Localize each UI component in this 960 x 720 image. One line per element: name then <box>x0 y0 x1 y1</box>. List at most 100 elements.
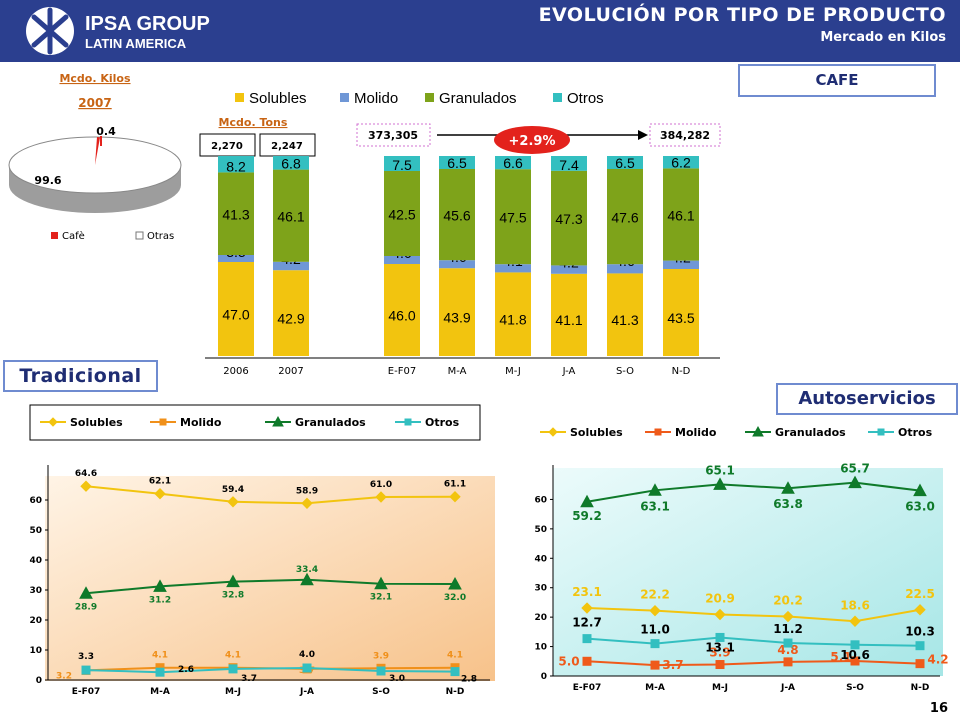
data-label: 3.9 <box>709 646 730 660</box>
stacked-bar-segment <box>551 273 587 356</box>
stacked-bar-label: 47.0 <box>222 307 249 323</box>
data-point <box>227 496 239 508</box>
x-tick-label: E-F07 <box>573 683 602 693</box>
stacked-bar-label: 6.6 <box>503 155 523 171</box>
pie-label-otras: 99.6 <box>34 174 61 187</box>
data-label: 65.1 <box>705 463 735 477</box>
stacked-bar-label: 47.6 <box>611 210 638 226</box>
data-point <box>300 572 314 586</box>
pie-subtitle: 2007 <box>78 96 111 110</box>
tradicional-label: Tradicional <box>3 360 158 392</box>
x-tick-label: M-J <box>225 687 241 697</box>
pie-label-cafe: 0.4 <box>96 125 116 138</box>
data-label: 33.4 <box>296 565 318 575</box>
stacked-bar-label: 7.5 <box>392 157 412 173</box>
stacked-bar-label: 43.9 <box>443 309 470 325</box>
data-label: 2.8 <box>461 675 477 685</box>
y-tick-label: 10 <box>29 646 42 656</box>
stacked-legend-swatch <box>235 93 244 102</box>
data-label: 4.8 <box>777 643 798 657</box>
data-label: 3.9 <box>373 651 389 661</box>
data-label: 59.4 <box>222 485 244 495</box>
data-point <box>650 639 660 649</box>
data-point <box>715 632 725 642</box>
stacked-bar-segment <box>495 272 531 356</box>
data-point <box>81 665 91 675</box>
data-label: 3.3 <box>78 652 94 662</box>
y-tick-label: 60 <box>534 495 547 505</box>
logo-line2: LATIN AMERICA <box>85 36 187 51</box>
data-point <box>375 491 387 503</box>
stacked-category-label: N-D <box>672 366 691 377</box>
growth-label: +2.9% <box>509 134 556 149</box>
data-point <box>448 576 462 590</box>
data-label: 5.1 <box>830 650 851 664</box>
stacked-legend-swatch <box>340 93 349 102</box>
data-label: 13.1 <box>705 640 735 654</box>
stacked-bar-segment <box>273 169 309 262</box>
stacked-bar-segment <box>273 261 309 271</box>
stacked-bar-segment <box>495 156 531 170</box>
data-point <box>782 610 794 623</box>
data-point <box>581 602 593 614</box>
legend-label: Solubles <box>70 416 123 429</box>
growth-arrow-icon <box>638 130 648 140</box>
data-point <box>374 576 388 590</box>
total-nd-label: 384,282 <box>660 129 710 142</box>
data-label: 20.9 <box>705 591 735 605</box>
stacked-bar-label: 7.4 <box>559 157 579 173</box>
data-label: 63.0 <box>905 500 935 514</box>
y-tick-label: 0 <box>541 672 547 682</box>
data-label: 28.9 <box>75 602 97 612</box>
y-tick-label: 30 <box>534 584 547 594</box>
pie-title: Mcdo. Kilos <box>59 72 131 85</box>
stacked-category-label: M-A <box>448 366 467 377</box>
y-tick-label: 30 <box>29 586 42 596</box>
y-tick-label: 20 <box>534 613 547 623</box>
stacked-bar-segment <box>384 256 420 264</box>
stacked-bar-label: 6.8 <box>281 156 301 172</box>
data-point <box>648 483 662 496</box>
stacked-category-label: J-A <box>562 366 576 377</box>
legend-marker <box>752 425 764 437</box>
legend-marker <box>48 417 58 427</box>
page-title: EVOLUCIÓN POR TIPO DE PRODUCTO <box>538 4 946 26</box>
tradicional-plot: 0 10 20 30 40 50 60 E-F07 M-A M-J J-A S-O N-D 64.6 62.… <box>29 465 490 697</box>
stacked-bar-label: 43.5 <box>667 310 694 326</box>
series-line <box>85 485 456 505</box>
autoservicios-legend: Solubles Molido Granulados Otros <box>540 425 933 439</box>
data-point <box>450 667 460 677</box>
data-point <box>649 604 661 617</box>
legend-label: Molido <box>180 416 222 429</box>
total-ef07-box <box>356 123 431 147</box>
y-tick-label: 40 <box>29 556 42 566</box>
stacked-bar-segment <box>384 156 420 171</box>
stacked-legend-label: Granulados <box>439 90 517 107</box>
autoservicios-line-chart: Solubles Molido Granulados Otros 0 10 20 30 40 5… <box>534 425 949 693</box>
tradicional-line-chart: Solubles Molido Granulados Otros 0 10 20 30 40 5… <box>29 404 495 697</box>
stacked-legend: Solubles Molido Granulados Otros <box>235 90 604 107</box>
x-tick-label: N-D <box>446 687 465 697</box>
stacked-subtitle: Mcdo. Tons <box>219 116 288 129</box>
stacked-bar-segment <box>663 269 699 356</box>
stacked-bar-segment <box>663 156 699 169</box>
data-point <box>154 487 166 500</box>
stacked-bar-label: 46.0 <box>388 308 415 324</box>
data-label: 20.2 <box>773 594 803 608</box>
stacked-bar-label: 47.3 <box>555 211 582 227</box>
stacked-bar-segment <box>439 169 475 261</box>
data-label: 11.0 <box>640 623 670 637</box>
data-point <box>301 497 313 510</box>
data-label: 18.6 <box>840 598 870 612</box>
series-line <box>586 659 921 667</box>
legend-marker <box>404 418 412 426</box>
stacked-legend-label: Otros <box>567 90 604 107</box>
data-label: 61.1 <box>444 480 466 490</box>
page-subtitle: Mercado en Kilos <box>820 30 946 45</box>
data-point <box>715 660 725 670</box>
data-point <box>914 604 926 616</box>
data-point <box>228 664 238 674</box>
stacked-bar-segment <box>384 264 420 356</box>
stacked-category-label: 2006 <box>223 366 248 377</box>
stacked-bar-segment <box>495 264 531 273</box>
